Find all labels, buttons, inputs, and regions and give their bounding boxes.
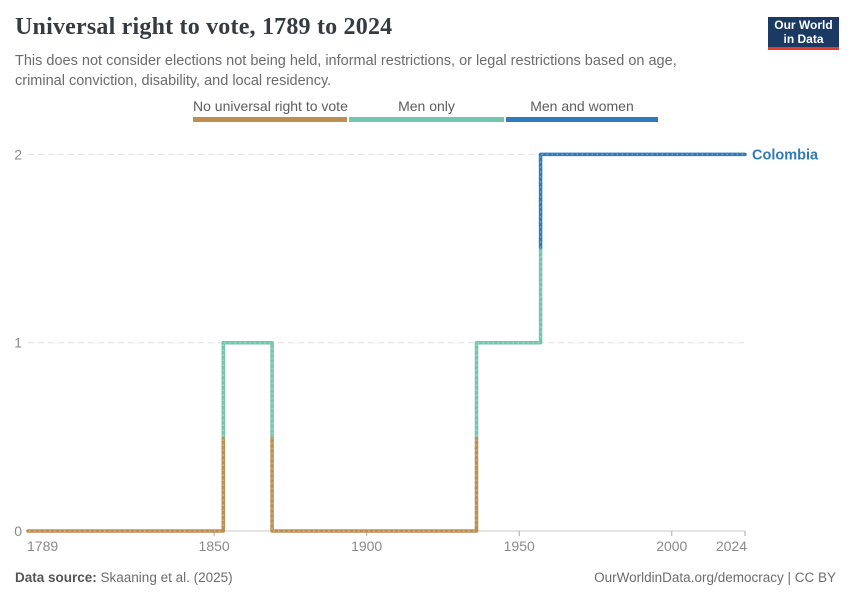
legend-label: No universal right to vote bbox=[193, 98, 348, 114]
x-tick-label: 2000 bbox=[656, 538, 687, 554]
legend-label: Men only bbox=[398, 98, 455, 114]
x-tick-label: 2024 bbox=[716, 538, 747, 554]
legend-color-bar bbox=[193, 117, 347, 122]
x-tick-label: 1950 bbox=[504, 538, 535, 554]
legend-item-no-universal-right[interactable]: No universal right to vote bbox=[193, 98, 348, 122]
data-source-value: Skaaning et al. (2025) bbox=[96, 570, 233, 585]
legend-item-men-and-women[interactable]: Men and women bbox=[506, 98, 658, 122]
categorical-legend: No universal right to vote Men only Men … bbox=[193, 98, 658, 122]
x-tick-label: 1850 bbox=[199, 538, 230, 554]
x-tick-label: 1900 bbox=[351, 538, 382, 554]
y-tick-label: 2 bbox=[14, 146, 22, 162]
legend-color-bar bbox=[349, 117, 504, 122]
y-tick-label: 0 bbox=[14, 523, 22, 539]
chart-subtitle: This does not consider elections not bei… bbox=[15, 53, 677, 89]
y-tick-label: 1 bbox=[14, 335, 22, 351]
data-source-label: Data source: bbox=[15, 570, 97, 585]
x-tick-label: 1789 bbox=[27, 538, 58, 554]
data-source-note: Data source: Skaaning et al. (2025) bbox=[15, 570, 233, 585]
entity-label-colombia[interactable]: Colombia bbox=[752, 147, 819, 163]
chart-title: Universal right to vote, 1789 to 2024 bbox=[15, 14, 393, 40]
owid-logo-line1: Our World bbox=[774, 17, 833, 32]
citation-link[interactable]: OurWorldinData.org/democracy | CC BY bbox=[594, 570, 836, 585]
owid-logo[interactable]: Our World in Data bbox=[768, 17, 839, 50]
legend-color-bar bbox=[506, 117, 658, 122]
legend-item-men-only[interactable]: Men only bbox=[349, 98, 504, 122]
owid-logo-line2: in Data bbox=[783, 32, 824, 46]
legend-label: Men and women bbox=[530, 98, 634, 114]
